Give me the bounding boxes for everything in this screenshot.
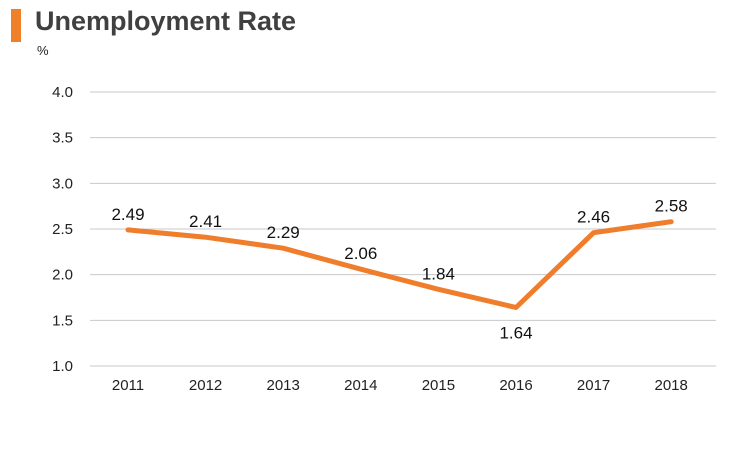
y-axis-unit-label: % <box>37 43 49 58</box>
y-tick-label: 2.5 <box>52 221 73 238</box>
y-tick-label: 1.0 <box>52 358 73 375</box>
x-tick-label: 2016 <box>499 377 532 394</box>
x-tick-label: 2013 <box>267 377 300 394</box>
data-label: 1.64 <box>499 324 532 343</box>
grid-lines <box>90 91 716 367</box>
x-axis-ticks: 2011 2012 2013 2014 2015 2016 2017 2018 <box>112 377 688 394</box>
data-label: 2.49 <box>111 205 144 224</box>
x-tick-label: 2017 <box>577 377 610 394</box>
x-tick-label: 2018 <box>655 377 688 394</box>
series-line <box>125 219 674 310</box>
x-tick-label: 2014 <box>344 377 377 394</box>
y-axis-ticks: 1.0 1.5 2.0 2.5 3.0 3.5 4.0 <box>52 84 73 375</box>
x-tick-label: 2012 <box>189 377 222 394</box>
y-tick-label: 3.0 <box>52 175 73 192</box>
title-accent-bar <box>11 9 21 42</box>
data-label: 1.84 <box>422 264 455 283</box>
data-label: 2.29 <box>267 223 300 242</box>
y-tick-label: 1.5 <box>52 312 73 329</box>
chart-title: Unemployment Rate <box>35 6 297 36</box>
y-tick-label: 3.5 <box>52 130 73 147</box>
data-label: 2.58 <box>655 197 688 216</box>
data-label: 2.06 <box>344 244 377 263</box>
data-label: 2.41 <box>189 212 222 231</box>
x-tick-label: 2015 <box>422 377 455 394</box>
y-tick-label: 4.0 <box>52 84 73 101</box>
x-tick-label: 2011 <box>112 377 144 394</box>
data-labels: 2.49 2.41 2.29 2.06 1.84 1.64 2.46 2.58 <box>111 197 687 343</box>
series-lines <box>125 219 674 310</box>
data-label: 2.46 <box>577 208 610 227</box>
y-tick-label: 2.0 <box>52 267 73 284</box>
